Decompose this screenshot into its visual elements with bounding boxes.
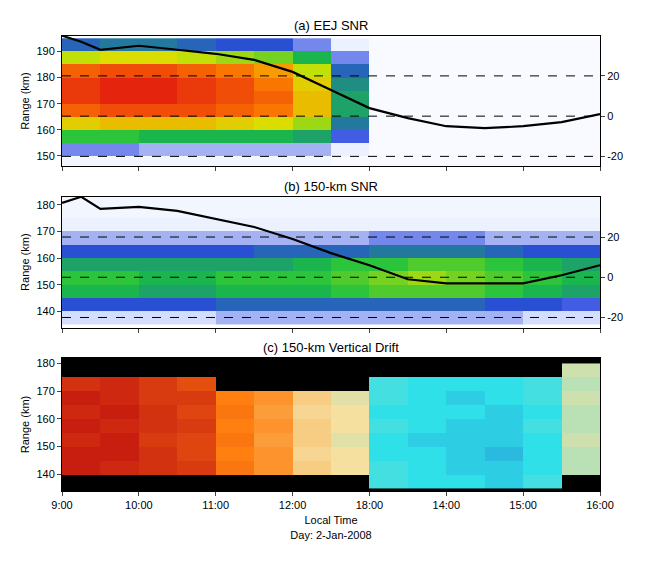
svg-text:Range (km): Range (km) (19, 396, 31, 453)
svg-text:150: 150 (36, 440, 54, 452)
svg-text:Range (km): Range (km) (19, 233, 31, 290)
svg-text:170: 170 (36, 225, 54, 237)
svg-text:160: 160 (36, 413, 54, 425)
svg-text:12:00: 12:00 (279, 499, 307, 511)
svg-text:9:00: 9:00 (51, 499, 72, 511)
svg-text:170: 170 (36, 385, 54, 397)
svg-text:170: 170 (36, 98, 54, 110)
svg-text:160: 160 (36, 252, 54, 264)
svg-text:0: 0 (607, 271, 613, 283)
svg-text:(c) 150-km Vertical Drift: (c) 150-km Vertical Drift (263, 340, 399, 355)
svg-text:140: 140 (36, 468, 54, 480)
svg-text:-20: -20 (607, 150, 623, 162)
svg-text:20: 20 (607, 231, 619, 243)
svg-text:20: 20 (607, 70, 619, 82)
svg-text:180: 180 (36, 199, 54, 211)
svg-text:180: 180 (36, 357, 54, 369)
svg-text:18:00: 18:00 (356, 499, 384, 511)
svg-text:(b) 150-km SNR: (b) 150-km SNR (284, 179, 378, 194)
svg-text:Range (km): Range (km) (19, 72, 31, 129)
svg-text:15:00: 15:00 (509, 499, 537, 511)
svg-text:180: 180 (36, 71, 54, 83)
svg-text:150: 150 (36, 279, 54, 291)
svg-text:190: 190 (36, 45, 54, 57)
svg-text:150: 150 (36, 150, 54, 162)
svg-text:140: 140 (36, 305, 54, 317)
svg-text:14:00: 14:00 (433, 499, 461, 511)
svg-text:(a) EEJ SNR: (a) EEJ SNR (294, 18, 368, 33)
svg-text:Local TimeDay: 2-Jan-2008: Local TimeDay: 2-Jan-2008 (290, 514, 371, 540)
svg-text:11:00: 11:00 (202, 499, 229, 511)
svg-text:-20: -20 (607, 311, 623, 323)
svg-text:0: 0 (607, 110, 613, 122)
svg-text:10:00: 10:00 (125, 499, 153, 511)
svg-text:160: 160 (36, 124, 54, 136)
svg-text:16:00: 16:00 (586, 499, 614, 511)
